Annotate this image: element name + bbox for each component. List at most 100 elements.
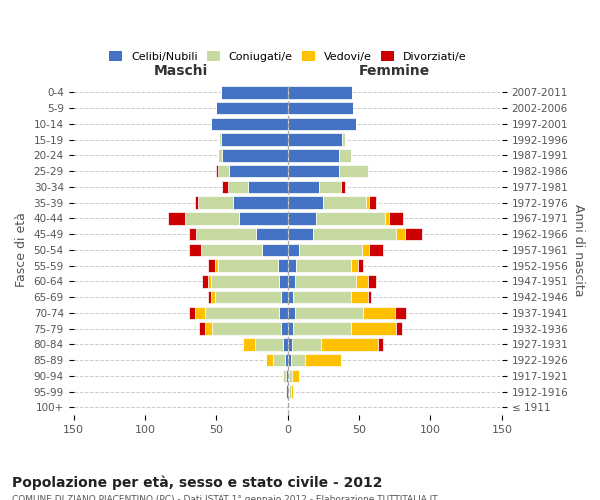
Bar bbox=[358, 260, 364, 272]
Bar bbox=[211, 291, 215, 304]
Bar bbox=[305, 354, 341, 366]
Bar bbox=[287, 134, 342, 146]
Bar bbox=[369, 244, 383, 256]
Bar bbox=[342, 134, 345, 146]
Bar bbox=[189, 306, 195, 319]
Bar bbox=[219, 134, 221, 146]
Bar bbox=[211, 275, 279, 287]
Bar bbox=[218, 149, 222, 162]
Bar bbox=[221, 134, 287, 146]
Bar bbox=[287, 86, 352, 99]
Bar bbox=[339, 165, 368, 177]
Bar bbox=[290, 386, 293, 398]
Bar bbox=[221, 86, 287, 99]
Bar bbox=[287, 149, 339, 162]
Bar bbox=[228, 180, 248, 193]
Bar bbox=[189, 244, 200, 256]
Bar bbox=[200, 244, 262, 256]
Bar bbox=[208, 260, 215, 272]
Bar bbox=[313, 228, 396, 240]
Bar bbox=[248, 180, 287, 193]
Bar bbox=[287, 180, 319, 193]
Bar bbox=[289, 386, 290, 398]
Bar bbox=[287, 386, 289, 398]
Y-axis label: Fasce di età: Fasce di età bbox=[15, 212, 28, 288]
Bar bbox=[316, 212, 385, 224]
Bar bbox=[389, 212, 403, 224]
Bar bbox=[215, 291, 281, 304]
Bar bbox=[289, 370, 292, 382]
Bar bbox=[229, 165, 287, 177]
Bar bbox=[282, 370, 283, 382]
Bar bbox=[299, 244, 362, 256]
Bar bbox=[320, 338, 377, 350]
Bar bbox=[287, 228, 313, 240]
Bar bbox=[287, 102, 353, 115]
Bar bbox=[287, 322, 293, 335]
Bar bbox=[239, 212, 287, 224]
Text: Maschi: Maschi bbox=[154, 64, 208, 78]
Bar bbox=[287, 260, 296, 272]
Bar bbox=[205, 306, 279, 319]
Bar bbox=[350, 291, 368, 304]
Bar bbox=[296, 260, 350, 272]
Bar bbox=[368, 275, 376, 287]
Text: Femmine: Femmine bbox=[359, 64, 430, 78]
Bar bbox=[362, 244, 369, 256]
Bar bbox=[287, 291, 293, 304]
Bar bbox=[287, 275, 295, 287]
Bar bbox=[377, 338, 383, 350]
Bar bbox=[385, 212, 389, 224]
Bar bbox=[341, 180, 345, 193]
Bar bbox=[211, 118, 287, 130]
Bar bbox=[189, 228, 196, 240]
Bar bbox=[290, 354, 305, 366]
Bar bbox=[244, 338, 255, 350]
Bar bbox=[285, 386, 286, 398]
Bar bbox=[217, 102, 287, 115]
Bar bbox=[287, 212, 316, 224]
Bar bbox=[255, 338, 283, 350]
Bar bbox=[295, 306, 364, 319]
Bar bbox=[339, 149, 350, 162]
Bar bbox=[256, 228, 287, 240]
Bar bbox=[199, 322, 205, 335]
Bar bbox=[293, 291, 350, 304]
Bar bbox=[295, 275, 356, 287]
Bar bbox=[215, 260, 218, 272]
Bar bbox=[287, 306, 295, 319]
Bar bbox=[283, 338, 287, 350]
Bar bbox=[205, 322, 212, 335]
Bar bbox=[287, 354, 290, 366]
Bar bbox=[222, 180, 228, 193]
Bar bbox=[218, 165, 229, 177]
Bar bbox=[287, 165, 339, 177]
Bar bbox=[287, 118, 356, 130]
Y-axis label: Anni di nascita: Anni di nascita bbox=[572, 204, 585, 296]
Bar bbox=[208, 275, 211, 287]
Bar bbox=[368, 291, 371, 304]
Bar bbox=[278, 260, 287, 272]
Bar bbox=[285, 354, 287, 366]
Bar bbox=[202, 275, 208, 287]
Bar bbox=[292, 338, 320, 350]
Bar bbox=[185, 212, 239, 224]
Text: COMUNE DI ZIANO PIACENTINO (PC) - Dati ISTAT 1° gennaio 2012 - Elaborazione TUTT: COMUNE DI ZIANO PIACENTINO (PC) - Dati I… bbox=[12, 495, 437, 500]
Bar bbox=[196, 228, 256, 240]
Bar bbox=[356, 275, 368, 287]
Legend: Celibi/Nubili, Coniugati/e, Vedovi/e, Divorziati/e: Celibi/Nubili, Coniugati/e, Vedovi/e, Di… bbox=[104, 47, 471, 66]
Bar bbox=[281, 291, 287, 304]
Bar bbox=[212, 322, 281, 335]
Bar bbox=[287, 196, 323, 209]
Bar bbox=[287, 244, 299, 256]
Bar bbox=[222, 149, 287, 162]
Bar bbox=[218, 260, 278, 272]
Bar bbox=[217, 165, 218, 177]
Bar bbox=[195, 306, 205, 319]
Bar bbox=[366, 196, 369, 209]
Bar bbox=[279, 306, 287, 319]
Bar bbox=[350, 260, 358, 272]
Bar bbox=[286, 370, 287, 382]
Bar bbox=[364, 306, 395, 319]
Bar bbox=[208, 291, 211, 304]
